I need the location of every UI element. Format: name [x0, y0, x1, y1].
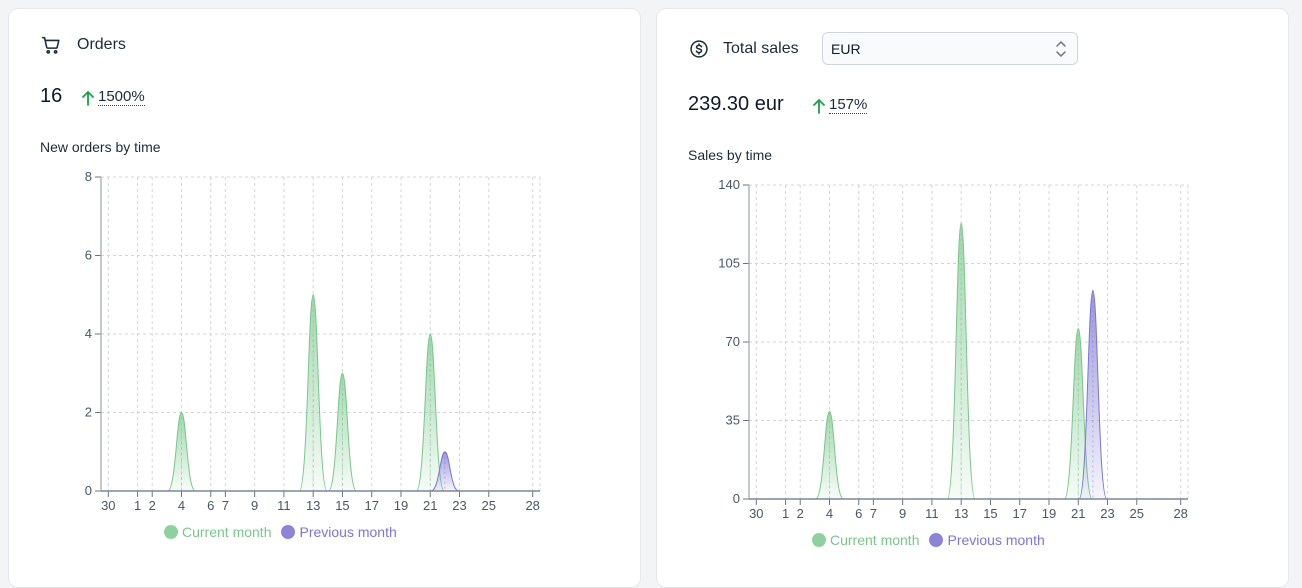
x-tick-label: 23 [452, 498, 466, 513]
legend-current-label: Current month [830, 532, 920, 548]
y-tick-label: 105 [718, 256, 740, 271]
orders-change-percent[interactable]: 1500% [98, 88, 145, 106]
x-tick-label: 21 [1071, 506, 1085, 521]
legend-dot-current [164, 525, 178, 539]
x-tick-label: 4 [178, 498, 185, 513]
x-tick-label: 2 [149, 498, 156, 513]
x-tick-label: 6 [207, 498, 214, 513]
x-tick-label: 21 [423, 498, 437, 513]
x-tick-label: 28 [525, 498, 539, 513]
y-tick-label: 4 [85, 326, 92, 341]
chevron-updown-icon [1055, 39, 1067, 62]
x-tick-label: 15 [983, 506, 997, 521]
arrow-up-icon [812, 98, 826, 114]
orders-chart-title: New orders by time [40, 139, 161, 155]
dollar-circle-icon [687, 37, 711, 61]
orders-change: 1500% [81, 89, 145, 106]
y-tick-label: 70 [726, 334, 740, 349]
orders-title: Orders [77, 36, 126, 53]
x-tick-label: 7 [222, 498, 229, 513]
sales-title: Total sales [723, 40, 799, 57]
sales-chart-title: Sales by time [688, 147, 773, 163]
legend-previous-month[interactable]: Previous month [281, 524, 397, 540]
x-tick-label: 11 [277, 498, 291, 513]
legend-previous-label: Previous month [947, 532, 1045, 548]
y-tick-label: 8 [85, 169, 92, 184]
x-tick-label: 13 [306, 498, 320, 513]
x-tick-label: 1 [782, 506, 789, 521]
sales-legend: Current month Previous month [812, 532, 1055, 548]
x-tick-label: 9 [899, 506, 906, 521]
x-tick-label: 1 [134, 498, 141, 513]
arrow-up-icon [81, 90, 95, 106]
x-tick-label: 17 [364, 498, 378, 513]
sales-chart: 0 35 70 105 140 30 1 2 4 6 7 9 11 13 15 17 19 21 23 25 28 [718, 177, 1189, 521]
legend-dot-previous [929, 533, 944, 547]
y-tick-label: 35 [726, 413, 740, 428]
x-tick-label: 15 [335, 498, 349, 513]
x-tick-label: 25 [1130, 506, 1144, 521]
x-tick-label: 7 [870, 506, 877, 521]
orders-legend: Current month Previous month [164, 524, 407, 540]
legend-previous-month[interactable]: Previous month [929, 532, 1045, 548]
legend-dot-previous [281, 525, 296, 539]
x-tick-label: 28 [1173, 506, 1187, 521]
shopping-cart-icon [39, 33, 63, 57]
legend-current-month[interactable]: Current month [812, 532, 919, 548]
x-tick-label: 23 [1100, 506, 1114, 521]
sales-header: Total sales [687, 37, 799, 61]
x-tick-label: 2 [797, 506, 804, 521]
sales-change-percent[interactable]: 157% [829, 96, 868, 114]
x-tick-label: 19 [1042, 506, 1056, 521]
sales-change: 157% [812, 96, 868, 114]
legend-previous-label: Previous month [299, 524, 397, 540]
currency-select-value: EUR [831, 40, 861, 57]
x-tick-label: 17 [1012, 506, 1026, 521]
x-tick-label: 13 [954, 506, 968, 521]
sales-card: Total sales EUR 239.30 eur 157% Sales by… [656, 8, 1289, 588]
y-tick-label: 6 [85, 248, 92, 263]
orders-header: Orders [39, 33, 126, 57]
x-tick-label: 9 [251, 498, 258, 513]
legend-dot-current [812, 533, 826, 547]
x-tick-label: 25 [482, 498, 496, 513]
current-month-peak [815, 411, 844, 500]
sales-value: 239.30 eur [688, 93, 784, 115]
orders-value: 16 [40, 85, 63, 107]
x-tick-label: 30 [749, 506, 763, 521]
legend-current-label: Current month [182, 524, 272, 540]
x-tick-label: 30 [101, 498, 115, 513]
x-tick-label: 11 [925, 506, 939, 521]
x-tick-label: 4 [826, 506, 833, 521]
y-tick-label: 0 [85, 483, 92, 498]
currency-select[interactable]: EUR [822, 32, 1078, 65]
legend-current-month[interactable]: Current month [164, 524, 271, 540]
x-tick-label: 6 [855, 506, 862, 521]
y-tick-label: 140 [718, 177, 740, 192]
y-tick-label: 2 [85, 405, 92, 420]
y-tick-label: 0 [733, 491, 740, 506]
x-tick-label: 19 [394, 498, 408, 513]
